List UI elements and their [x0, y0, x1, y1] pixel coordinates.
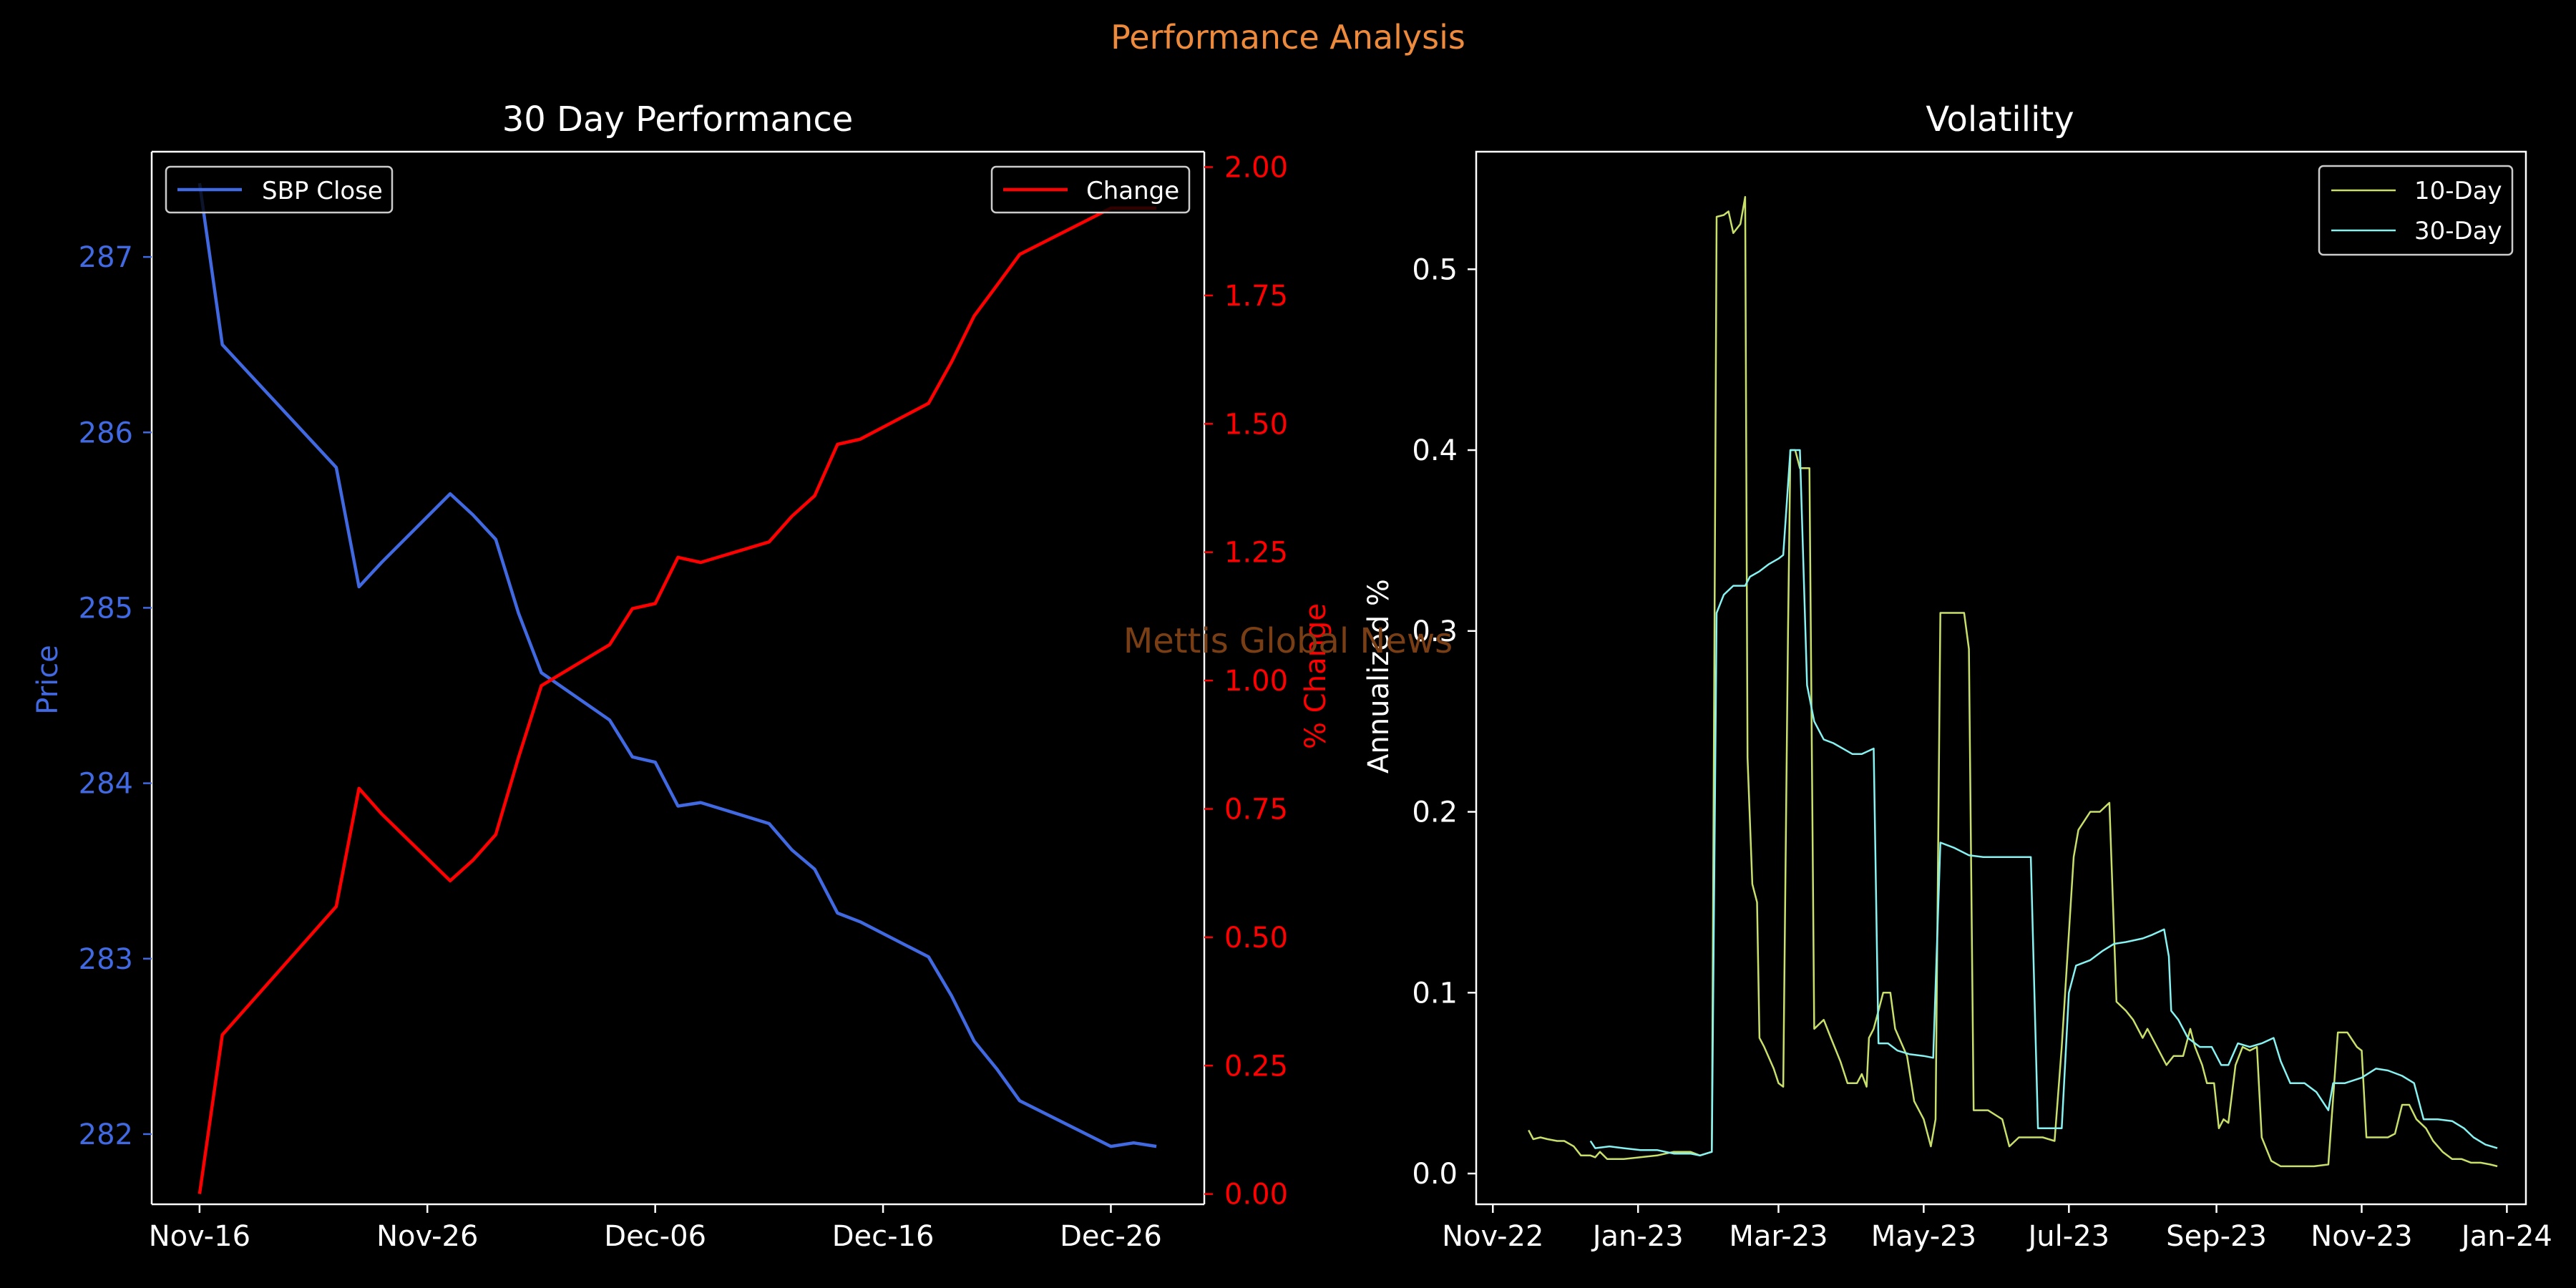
volatility-x-tick-label: Sep-23 [2166, 1220, 2267, 1253]
change-legend-label: Change [1086, 177, 1179, 205]
volatility-x-tick-label: Jul-23 [2026, 1220, 2110, 1253]
price-legend: SBP Close [165, 165, 394, 214]
pct-change-axis-label: % Change [1299, 603, 1332, 749]
watermark: Mettis Global News [1123, 621, 1453, 661]
volatility-x-tick-label: Jan-24 [2459, 1220, 2552, 1253]
volatility-y-tick-label: 0.0 [1412, 1158, 1458, 1191]
change-legend-box [990, 165, 1191, 214]
change-legend: Change [990, 165, 1191, 214]
volatility-x-tick-label: Jan-23 [1591, 1220, 1684, 1253]
volatility-plot-area: Nov-22 Jan-23 Mar-23 May-23 Jul-23 Sep-23 Nov-… [1412, 150, 2552, 1253]
performance-x-tick-label: Dec-16 [832, 1220, 935, 1253]
sbp-close-line [197, 182, 1157, 1148]
annualized-axis-label: Annualized % [1362, 579, 1395, 774]
volatility-legend-box [2318, 165, 2514, 256]
change-y-tick-label: 0.75 [1224, 793, 1288, 826]
change-y-tick-label: 1.50 [1224, 408, 1288, 441]
figure-suptitle: Performance Analysis [1111, 18, 1465, 57]
change-y-tick-label: 1.75 [1224, 280, 1288, 313]
price-y-tick-label: 286 [79, 416, 133, 449]
vol-30-day-line [1589, 449, 2498, 1157]
change-y-tick-label: 0.25 [1224, 1050, 1288, 1083]
change-y-tick-label: 0.00 [1224, 1179, 1288, 1211]
performance-chart-title: 30 Day Performance [502, 99, 854, 140]
price-y-tick-label: 284 [79, 768, 133, 801]
volatility-x-tick-label: Mar-23 [1729, 1220, 1828, 1253]
volatility-chart: Volatility Annualized % Nov-22 Jan-23 Mar-… [1362, 99, 2552, 1253]
volatility-x-tick-label: Nov-23 [2311, 1220, 2412, 1253]
volatility-y-tick-label: 0.4 [1412, 434, 1458, 467]
performance-plot-area: Nov-16 Nov-26 Dec-06 Dec-16 Dec-26 282 283 284 2… [79, 150, 1288, 1253]
price-axis-label: Price [31, 645, 64, 715]
price-y-tick-label: 285 [79, 592, 133, 625]
change-y-tick-label: 1.25 [1224, 537, 1288, 570]
volatility-frame [1475, 150, 2527, 1206]
performance-x-tick-label: Nov-26 [376, 1220, 478, 1253]
performance-x-tick-label: Dec-06 [604, 1220, 706, 1253]
price-y-tick-label: 282 [79, 1118, 133, 1151]
volatility-y-tick-label: 0.5 [1412, 253, 1458, 286]
change-y-tick-label: 0.50 [1224, 922, 1288, 955]
change-y-tick-label: 2.00 [1224, 152, 1288, 185]
price-y-tick-label: 287 [79, 241, 133, 274]
volatility-chart-title: Volatility [1926, 99, 2074, 140]
volatility-y-tick-label: 0.1 [1412, 977, 1458, 1010]
performance-x-tick-label: Dec-26 [1060, 1220, 1162, 1253]
price-legend-box [165, 165, 394, 214]
vol-10-day-legend-label: 10-Day [2414, 177, 2502, 205]
volatility-y-tick-label: 0.2 [1412, 796, 1458, 829]
price-legend-label: SBP Close [262, 177, 383, 205]
performance-chart: 30 Day Performance Price % Change Nov-16… [31, 99, 1332, 1253]
volatility-x-tick-label: Nov-22 [1442, 1220, 1543, 1253]
performance-x-tick-label: Nov-16 [149, 1220, 250, 1253]
vol-30-day-legend-label: 30-Day [2414, 217, 2502, 245]
volatility-legend: 10-Day 30-Day [2318, 165, 2514, 256]
change-line [197, 206, 1157, 1194]
vol-10-day-line [1528, 195, 2498, 1168]
volatility-y-tick-label: 0.3 [1412, 615, 1458, 648]
change-y-tick-label: 1.00 [1224, 665, 1288, 698]
volatility-x-tick-label: May-23 [1871, 1220, 1976, 1253]
price-y-tick-label: 283 [79, 943, 133, 976]
